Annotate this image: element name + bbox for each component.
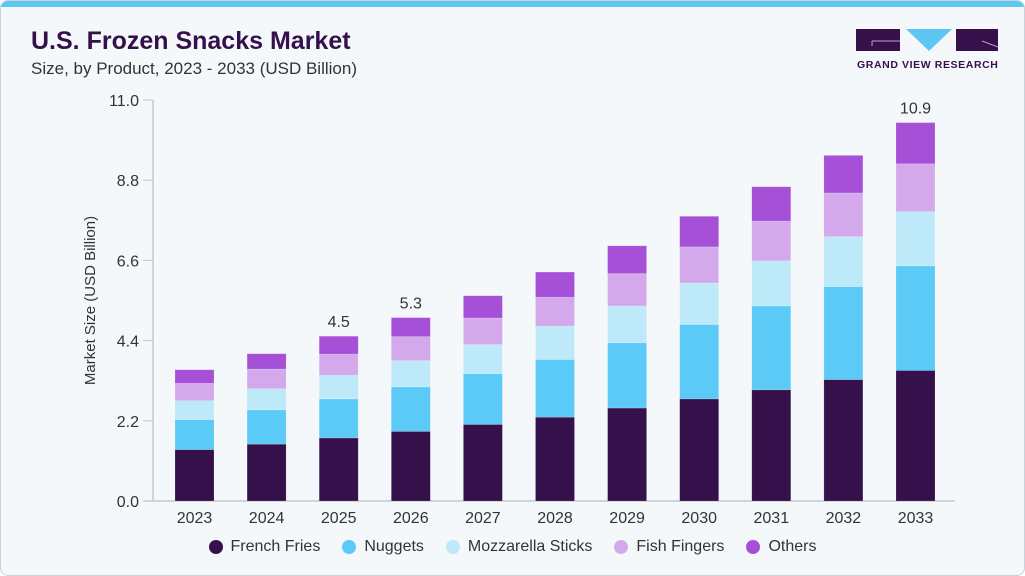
data-label: 10.9 [900, 101, 931, 118]
logo-text: GRAND VIEW RESEARCH [857, 59, 999, 71]
bar-segment-mozzarella-sticks [246, 388, 287, 411]
bar-segment-mozzarella-sticks [607, 305, 647, 344]
bar-segment-nuggets [390, 386, 431, 432]
bar-segment-french-fries [390, 431, 431, 502]
legend-item: Nuggets [342, 538, 424, 556]
y-tick-label: 11.0 [109, 93, 139, 110]
x-tick-label: 2027 [465, 510, 501, 527]
bar-segment-fish-fingers [895, 163, 936, 212]
bar-segment-french-fries [607, 407, 647, 502]
bar-segment-others [607, 245, 647, 274]
bar-segment-mozzarella-sticks [823, 236, 864, 287]
legend-marker-icon [746, 540, 761, 554]
x-tick-label: 2025 [321, 510, 357, 527]
data-label: 4.5 [328, 314, 350, 331]
y-tick-label: 2.2 [117, 414, 139, 431]
y-tick-label: 0.0 [117, 494, 139, 511]
legend-item: Fish Fingers [614, 538, 724, 556]
legend-item: Others [746, 538, 816, 556]
legend-marker-icon [342, 540, 357, 554]
accent-bar [1, 1, 1024, 7]
bar-segment-nuggets [823, 286, 864, 380]
bar-segment-french-fries [246, 443, 287, 502]
bar-segment-french-fries [823, 379, 864, 502]
bar-segment-french-fries [679, 398, 720, 502]
data-label: 5.3 [400, 296, 422, 313]
bar-segment-fish-fingers [823, 192, 864, 238]
legend: French Fries Nuggets Mozzarella Sticks Fish… [0, 538, 1025, 556]
legend-label: Mozzarella Sticks [467, 538, 593, 555]
legend-label: Nuggets [364, 538, 424, 555]
legend-label: Fish Fingers [636, 538, 725, 555]
bar-segment-others [463, 295, 503, 319]
bar-segment-others [679, 215, 720, 248]
bar-segment-mozzarella-sticks [318, 374, 359, 400]
chart-title: U.S. Frozen Snacks Market [31, 27, 351, 55]
legend-marker-icon [614, 540, 629, 554]
bar-segment-mozzarella-sticks [174, 400, 215, 421]
x-tick-label: 2024 [249, 510, 285, 527]
bar-segment-others [751, 186, 792, 222]
bar-segment-fish-fingers [679, 246, 720, 284]
bar-segment-nuggets [607, 342, 647, 409]
legend-marker-icon [208, 540, 223, 554]
legend-label: Others [768, 538, 817, 555]
bar-segment-mozzarella-sticks [679, 282, 720, 325]
bar-segment-mozzarella-sticks [895, 211, 936, 267]
bar-segment-french-fries [174, 449, 215, 502]
y-tick-label: 6.6 [117, 253, 139, 270]
bar-segment-others [390, 317, 431, 337]
bar-segment-nuggets [679, 324, 720, 400]
bar-segment-nuggets [895, 265, 936, 371]
bar-segment-others [246, 353, 287, 370]
bar-segment-fish-fingers [535, 296, 575, 327]
legend-marker-icon [445, 540, 460, 554]
bar-segment-mozzarella-sticks [751, 260, 792, 307]
bar-segment-others [823, 155, 864, 194]
bar-segment-nuggets [751, 305, 792, 391]
legend-item: Mozzarella Sticks [445, 538, 593, 556]
bar-segment-fish-fingers [390, 336, 431, 361]
bar-segment-fish-fingers [246, 368, 287, 390]
bar-segment-mozzarella-sticks [463, 344, 503, 375]
bar-segment-mozzarella-sticks [390, 360, 431, 388]
bar-segment-nuggets [463, 373, 503, 425]
bar-segment-french-fries [751, 389, 792, 502]
bar-segment-nuggets [246, 409, 287, 445]
bar-segment-others [895, 122, 936, 165]
legend-item: French Fries [208, 538, 321, 556]
bar-segment-fish-fingers [174, 382, 215, 402]
y-tick-label: 4.4 [117, 334, 139, 351]
y-tick-label: 8.8 [117, 173, 139, 190]
bar-segment-fish-fingers [463, 317, 503, 345]
legend-label: French Fries [230, 538, 321, 555]
bar-segment-nuggets [318, 398, 359, 439]
x-tick-label: 2026 [393, 510, 429, 527]
bar-segment-nuggets [174, 419, 215, 450]
x-tick-label: 2028 [537, 510, 573, 527]
bar-segment-others [318, 335, 359, 355]
bar-segment-fish-fingers [607, 273, 647, 307]
grand-view-research-logo [856, 29, 998, 51]
x-tick-label: 2023 [177, 510, 213, 527]
bar-segment-french-fries [463, 424, 503, 502]
x-tick-label: 2029 [609, 510, 645, 527]
bar-segment-mozzarella-sticks [535, 325, 575, 360]
bar-segment-others [535, 271, 575, 298]
bar-segment-nuggets [535, 359, 575, 418]
bar-segment-fish-fingers [751, 220, 792, 262]
bar-segment-others [174, 369, 215, 384]
chart-subtitle: Size, by Product, 2023 - 2033 (USD Billi… [31, 59, 357, 78]
bar-segment-french-fries [318, 437, 359, 502]
bar-segment-french-fries [535, 416, 575, 502]
bar-segment-fish-fingers [318, 353, 359, 376]
x-tick-label: 2032 [826, 510, 862, 527]
bar-segment-french-fries [895, 370, 936, 502]
x-tick-label: 2030 [681, 510, 717, 527]
x-tick-label: 2031 [754, 510, 790, 527]
y-axis-label: Market Size (USD Billion) [82, 216, 99, 385]
x-tick-label: 2033 [898, 510, 934, 527]
